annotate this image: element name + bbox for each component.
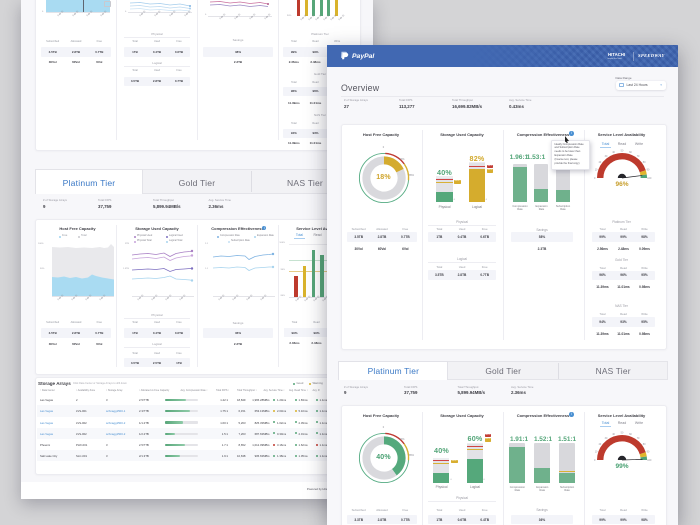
svg-text:70: 70 [637,155,640,158]
svg-text:70: 70 [637,436,640,439]
svg-text:30: 30 [605,155,608,158]
svg-text:0: 0 [594,177,596,180]
svg-text:100: 100 [647,459,652,462]
svg-text:30: 30 [605,436,608,439]
svg-text:40: 40 [612,433,615,436]
svg-text:60: 60 [629,151,632,154]
svg-text:PayPal: PayPal [352,53,374,60]
svg-text:60: 60 [629,433,632,436]
svg-text:50: 50 [621,431,624,434]
svg-text:20: 20 [599,442,602,445]
svg-text:80: 80 [643,442,646,445]
svg-text:50: 50 [621,149,624,152]
svg-text:80: 80 [643,161,646,164]
svg-text:100: 100 [647,177,652,180]
svg-text:90: 90 [647,168,650,171]
svg-text:40: 40 [612,151,615,154]
svg-text:20: 20 [599,161,602,164]
svg-text:90: 90 [647,450,650,453]
svg-text:0: 0 [594,459,596,462]
svg-text:10: 10 [595,168,598,171]
svg-text:10: 10 [595,450,598,453]
